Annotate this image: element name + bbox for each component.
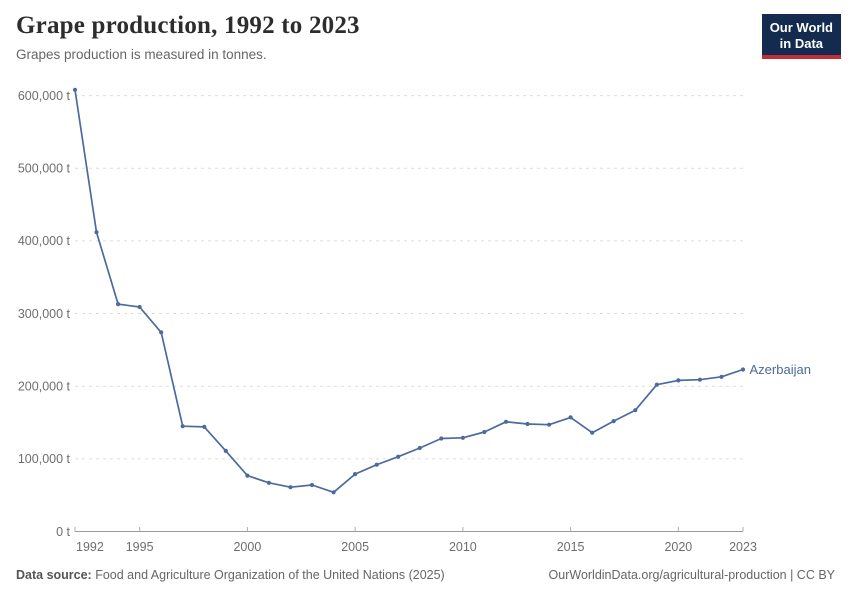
data-point[interactable] xyxy=(547,422,552,427)
data-point[interactable] xyxy=(266,480,271,485)
data-point[interactable] xyxy=(94,230,99,235)
data-point[interactable] xyxy=(159,330,164,335)
data-point[interactable] xyxy=(697,377,703,382)
data-point[interactable] xyxy=(288,485,293,490)
y-tick-label: 100,000 t xyxy=(18,452,71,466)
data-source-label: Data source: xyxy=(16,568,92,582)
data-point[interactable] xyxy=(417,445,422,451)
data-point[interactable] xyxy=(460,435,465,440)
data-point[interactable] xyxy=(525,421,530,427)
x-tick-label: 2015 xyxy=(557,540,585,554)
x-tick-label: 1995 xyxy=(126,540,154,554)
data-point[interactable] xyxy=(590,430,595,435)
data-point[interactable] xyxy=(202,424,207,429)
owid-logo-line1: Our World xyxy=(769,20,833,35)
data-point[interactable] xyxy=(353,472,358,477)
data-point[interactable] xyxy=(482,429,487,435)
data-point[interactable] xyxy=(137,304,142,310)
data-point[interactable] xyxy=(676,378,681,383)
data-point[interactable] xyxy=(396,454,401,459)
y-tick-label: 0 t xyxy=(56,525,70,539)
x-tick-label: 2005 xyxy=(341,540,369,554)
data-point[interactable] xyxy=(72,87,78,92)
data-point[interactable] xyxy=(611,419,616,424)
data-point[interactable] xyxy=(309,482,315,488)
chart-footer: Data source: Food and Agriculture Organi… xyxy=(16,568,835,582)
data-point[interactable] xyxy=(245,473,250,478)
data-point[interactable] xyxy=(633,408,638,413)
data-point[interactable] xyxy=(116,302,121,307)
data-point[interactable] xyxy=(374,462,379,467)
data-point[interactable] xyxy=(654,382,659,387)
data-point[interactable] xyxy=(439,436,444,441)
x-tick-label: 2010 xyxy=(449,540,477,554)
data-point[interactable] xyxy=(223,448,228,453)
data-point[interactable] xyxy=(331,490,336,495)
owid-logo-line2: in Data xyxy=(779,35,824,51)
x-tick-label: 2023 xyxy=(729,540,757,554)
y-tick-label: 400,000 t xyxy=(18,234,71,248)
data-line[interactable] xyxy=(74,88,744,494)
chart-subtitle: Grapes production is measured in tonnes. xyxy=(16,47,267,62)
owid-logo: Our World in Data xyxy=(761,14,841,60)
data-point[interactable] xyxy=(719,374,724,379)
x-tick-label: 1992 xyxy=(76,540,104,554)
attribution-link: OurWorldinData.org/agricultural-producti… xyxy=(548,568,835,582)
y-tick-label: 600,000 t xyxy=(18,89,71,103)
data-point[interactable] xyxy=(180,424,185,429)
x-tick-label: 2000 xyxy=(233,540,261,554)
chart-title: Grape production, 1992 to 2023 xyxy=(16,12,360,39)
x-tick-label: 2020 xyxy=(664,540,692,554)
y-tick-label: 300,000 t xyxy=(18,307,71,321)
chart-header: Grape production, 1992 to 2023 Grapes pr… xyxy=(16,12,360,62)
data-point[interactable] xyxy=(740,367,746,372)
data-source-text: Food and Agriculture Organization of the… xyxy=(91,568,445,582)
data-source-note: Data source: Food and Agriculture Organi… xyxy=(16,568,445,582)
y-tick-label: 500,000 t xyxy=(18,162,71,176)
data-point[interactable] xyxy=(503,419,509,424)
series-end-label[interactable]: Azerbaijan xyxy=(750,362,811,377)
data-point[interactable] xyxy=(568,415,573,420)
y-tick-label: 200,000 t xyxy=(18,380,71,394)
